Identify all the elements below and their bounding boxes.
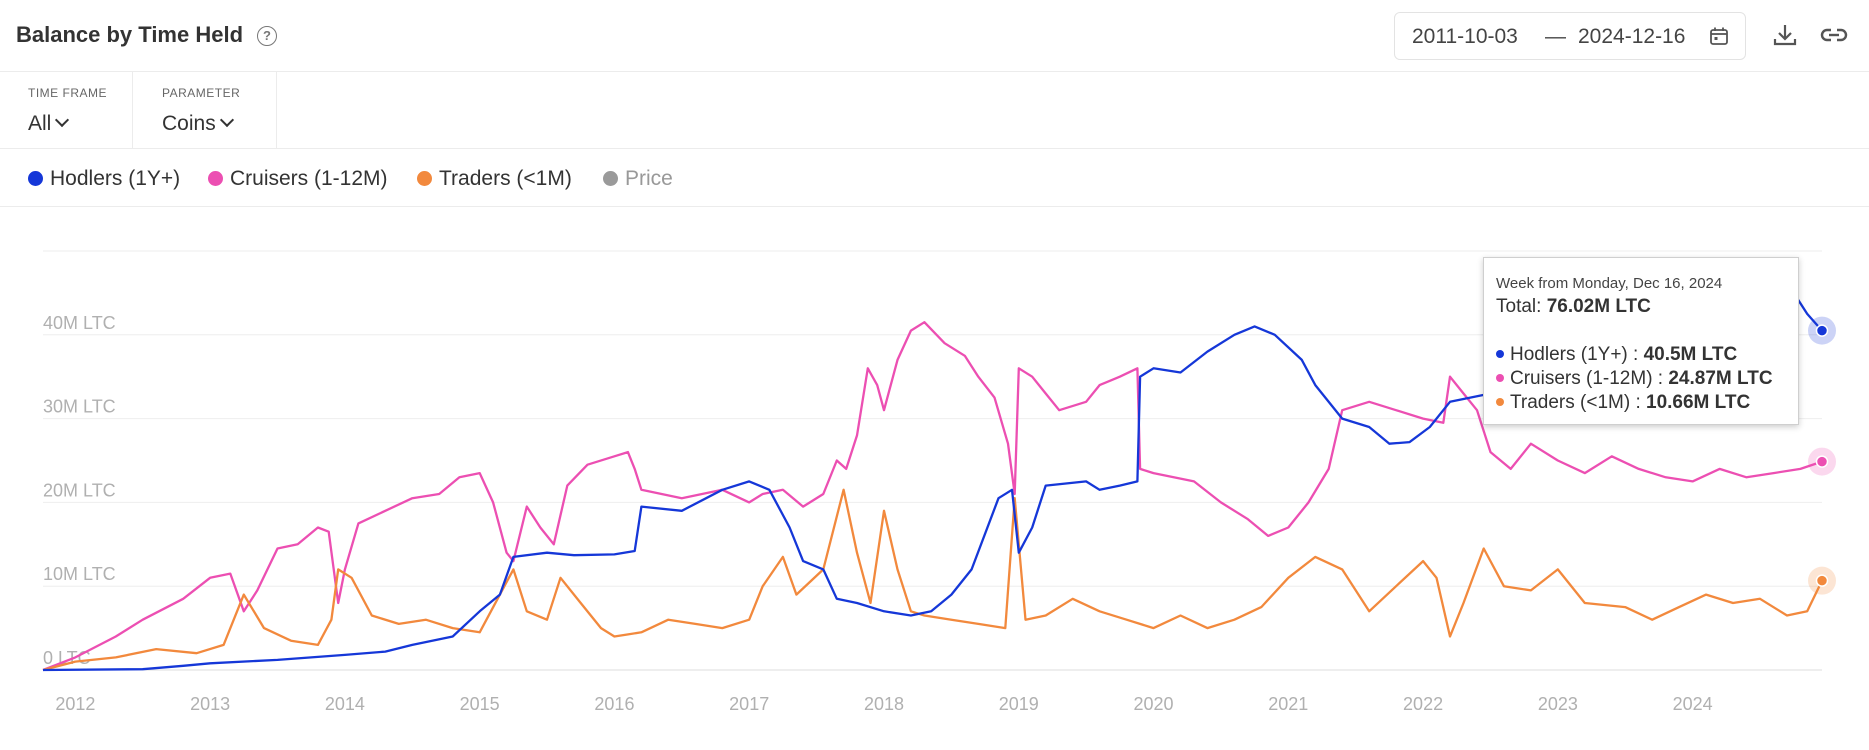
- x-tick-label: 2023: [1538, 694, 1578, 714]
- chart-tooltip: Week from Monday, Dec 16, 2024 Total: 76…: [1483, 257, 1799, 425]
- date-end[interactable]: 2024-12-16: [1578, 25, 1686, 48]
- tooltip-week: Week from Monday, Dec 16, 2024: [1496, 275, 1723, 292]
- tooltip-total: Total: 76.02M LTC: [1496, 296, 1651, 317]
- parameter-value[interactable]: Coins: [162, 112, 234, 136]
- chevron-down-icon: [55, 112, 70, 128]
- legend-item-hodlers[interactable]: Hodlers (1Y+): [28, 167, 180, 191]
- x-tick-label: 2013: [190, 694, 230, 714]
- tooltip-row-cruisers: Cruisers (1-12M) : 24.87M LTC: [1496, 368, 1773, 390]
- y-tick-label: 40M LTC: [43, 313, 116, 333]
- page-title: Balance by Time Held: [16, 22, 244, 47]
- x-tick-label: 2024: [1673, 694, 1713, 714]
- legend-dot: [417, 171, 432, 186]
- x-axis-ticks: 2012 2013 2014 2015 2016 2017 2018 2019 2020 2021…: [55, 694, 1712, 714]
- chevron-down-icon: [219, 112, 234, 128]
- legend-item-cruisers[interactable]: Cruisers (1-12M): [208, 167, 388, 191]
- date-start[interactable]: 2011-10-03: [1412, 25, 1518, 48]
- tooltip-row-hodlers: Hodlers (1Y+) : 40.5M LTC: [1496, 344, 1737, 366]
- y-tick-label: 10M LTC: [43, 564, 116, 584]
- x-tick-label: 2021: [1268, 694, 1308, 714]
- chart-controls: TIME FRAME All PARAMETER Coins: [0, 72, 1869, 149]
- x-tick-label: 2022: [1403, 694, 1443, 714]
- x-tick-label: 2014: [325, 694, 365, 714]
- parameter-select[interactable]: PARAMETER Coins: [133, 72, 277, 148]
- calendar-icon[interactable]: [1709, 26, 1729, 46]
- x-tick-label: 2018: [864, 694, 904, 714]
- series-line: [42, 488, 1824, 672]
- question-circle-icon[interactable]: ?: [257, 26, 277, 46]
- chart-legend: Hodlers (1Y+) Cruisers (1-12M) Traders (…: [0, 149, 1869, 207]
- tooltip-dot: [1496, 398, 1504, 406]
- series-line: [42, 291, 1823, 672]
- time-frame-label: TIME FRAME: [28, 86, 107, 100]
- tooltip-dot: [1496, 350, 1504, 358]
- series-endpoint: [1815, 324, 1829, 337]
- y-tick-label: 20M LTC: [43, 480, 116, 500]
- chart-endpoints: [1808, 316, 1836, 595]
- link-icon[interactable]: [1820, 22, 1848, 48]
- date-separator: —: [1545, 25, 1566, 48]
- y-tick-label: 30M LTC: [43, 397, 116, 417]
- x-tick-label: 2020: [1134, 694, 1174, 714]
- parameter-label: PARAMETER: [162, 86, 241, 100]
- legend-dot: [603, 171, 618, 186]
- x-tick-label: 2016: [594, 694, 634, 714]
- legend-item-traders[interactable]: Traders (<1M): [417, 167, 572, 191]
- time-frame-select[interactable]: TIME FRAME All: [0, 72, 133, 148]
- x-tick-label: 2015: [460, 694, 500, 714]
- download-icon[interactable]: [1772, 22, 1798, 48]
- legend-item-price[interactable]: Price: [603, 167, 673, 191]
- chart-lines: [42, 291, 1824, 672]
- legend-dot: [208, 171, 223, 186]
- x-tick-label: 2012: [55, 694, 95, 714]
- x-tick-label: 2019: [999, 694, 1039, 714]
- legend-dot: [28, 171, 43, 186]
- y-tick-label: 0 LTC: [43, 648, 91, 668]
- time-frame-value[interactable]: All: [28, 112, 70, 136]
- tooltip-row-traders: Traders (<1M) : 10.66M LTC: [1496, 392, 1750, 414]
- series-endpoint: [1815, 574, 1829, 587]
- series-endpoint: [1815, 455, 1829, 468]
- y-axis-ticks: 0 LTC 10M LTC 20M LTC 30M LTC 40M LTC: [43, 313, 116, 668]
- chart-header: Balance by Time Held ? 2011-10-03 — 2024…: [0, 0, 1869, 72]
- date-range-picker[interactable]: 2011-10-03 — 2024-12-16: [1394, 12, 1746, 60]
- series-line: [42, 321, 1823, 672]
- x-tick-label: 2017: [729, 694, 769, 714]
- tooltip-dot: [1496, 374, 1504, 382]
